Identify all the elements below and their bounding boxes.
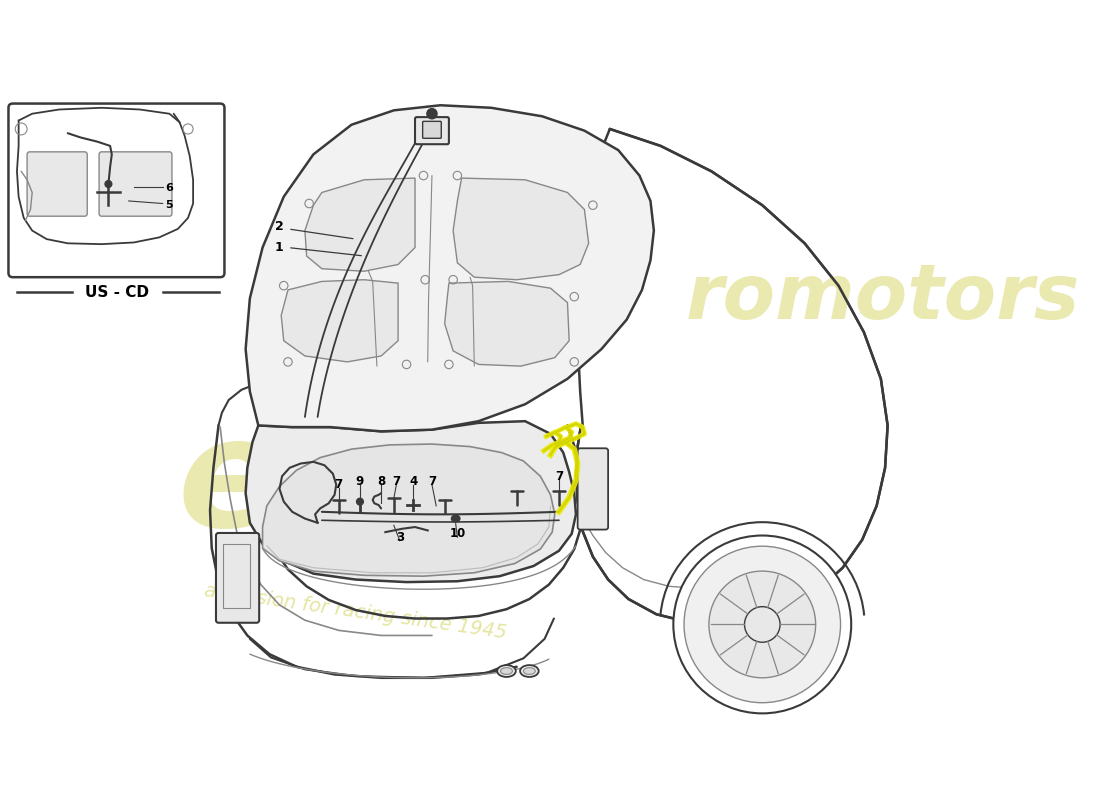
FancyBboxPatch shape <box>9 103 224 277</box>
Polygon shape <box>245 421 576 582</box>
Text: 3: 3 <box>396 530 404 544</box>
Circle shape <box>427 109 437 119</box>
FancyBboxPatch shape <box>28 152 87 216</box>
Ellipse shape <box>520 665 539 677</box>
Ellipse shape <box>497 665 516 677</box>
Circle shape <box>708 571 815 678</box>
Text: US - CD: US - CD <box>85 285 148 300</box>
Ellipse shape <box>524 668 536 674</box>
FancyBboxPatch shape <box>422 122 441 138</box>
Polygon shape <box>282 280 398 362</box>
Text: 1: 1 <box>275 241 284 254</box>
Polygon shape <box>245 106 653 431</box>
Polygon shape <box>444 282 569 366</box>
Text: 7: 7 <box>393 475 400 488</box>
Text: 9: 9 <box>355 475 364 488</box>
Text: 7: 7 <box>428 475 436 488</box>
Ellipse shape <box>451 515 460 522</box>
Circle shape <box>104 181 112 187</box>
FancyBboxPatch shape <box>216 533 260 622</box>
Text: 2: 2 <box>275 220 284 233</box>
FancyBboxPatch shape <box>415 117 449 144</box>
Text: 5: 5 <box>166 200 173 210</box>
Text: 8: 8 <box>377 475 385 488</box>
Circle shape <box>673 535 851 714</box>
FancyBboxPatch shape <box>578 448 608 530</box>
Polygon shape <box>453 178 588 280</box>
Text: 4: 4 <box>409 475 417 488</box>
Ellipse shape <box>500 668 513 674</box>
FancyBboxPatch shape <box>99 152 172 216</box>
Text: eu: eu <box>178 410 390 559</box>
Text: 7: 7 <box>554 470 563 482</box>
Circle shape <box>745 606 780 642</box>
Text: romotors: romotors <box>686 262 1080 335</box>
Polygon shape <box>263 444 554 576</box>
Text: 7: 7 <box>334 478 343 491</box>
Text: 10: 10 <box>449 527 465 540</box>
Text: 6: 6 <box>165 183 174 194</box>
Circle shape <box>684 546 840 702</box>
Text: a passion for racing since 1945: a passion for racing since 1945 <box>204 581 508 642</box>
Circle shape <box>356 498 363 505</box>
Polygon shape <box>305 178 415 271</box>
